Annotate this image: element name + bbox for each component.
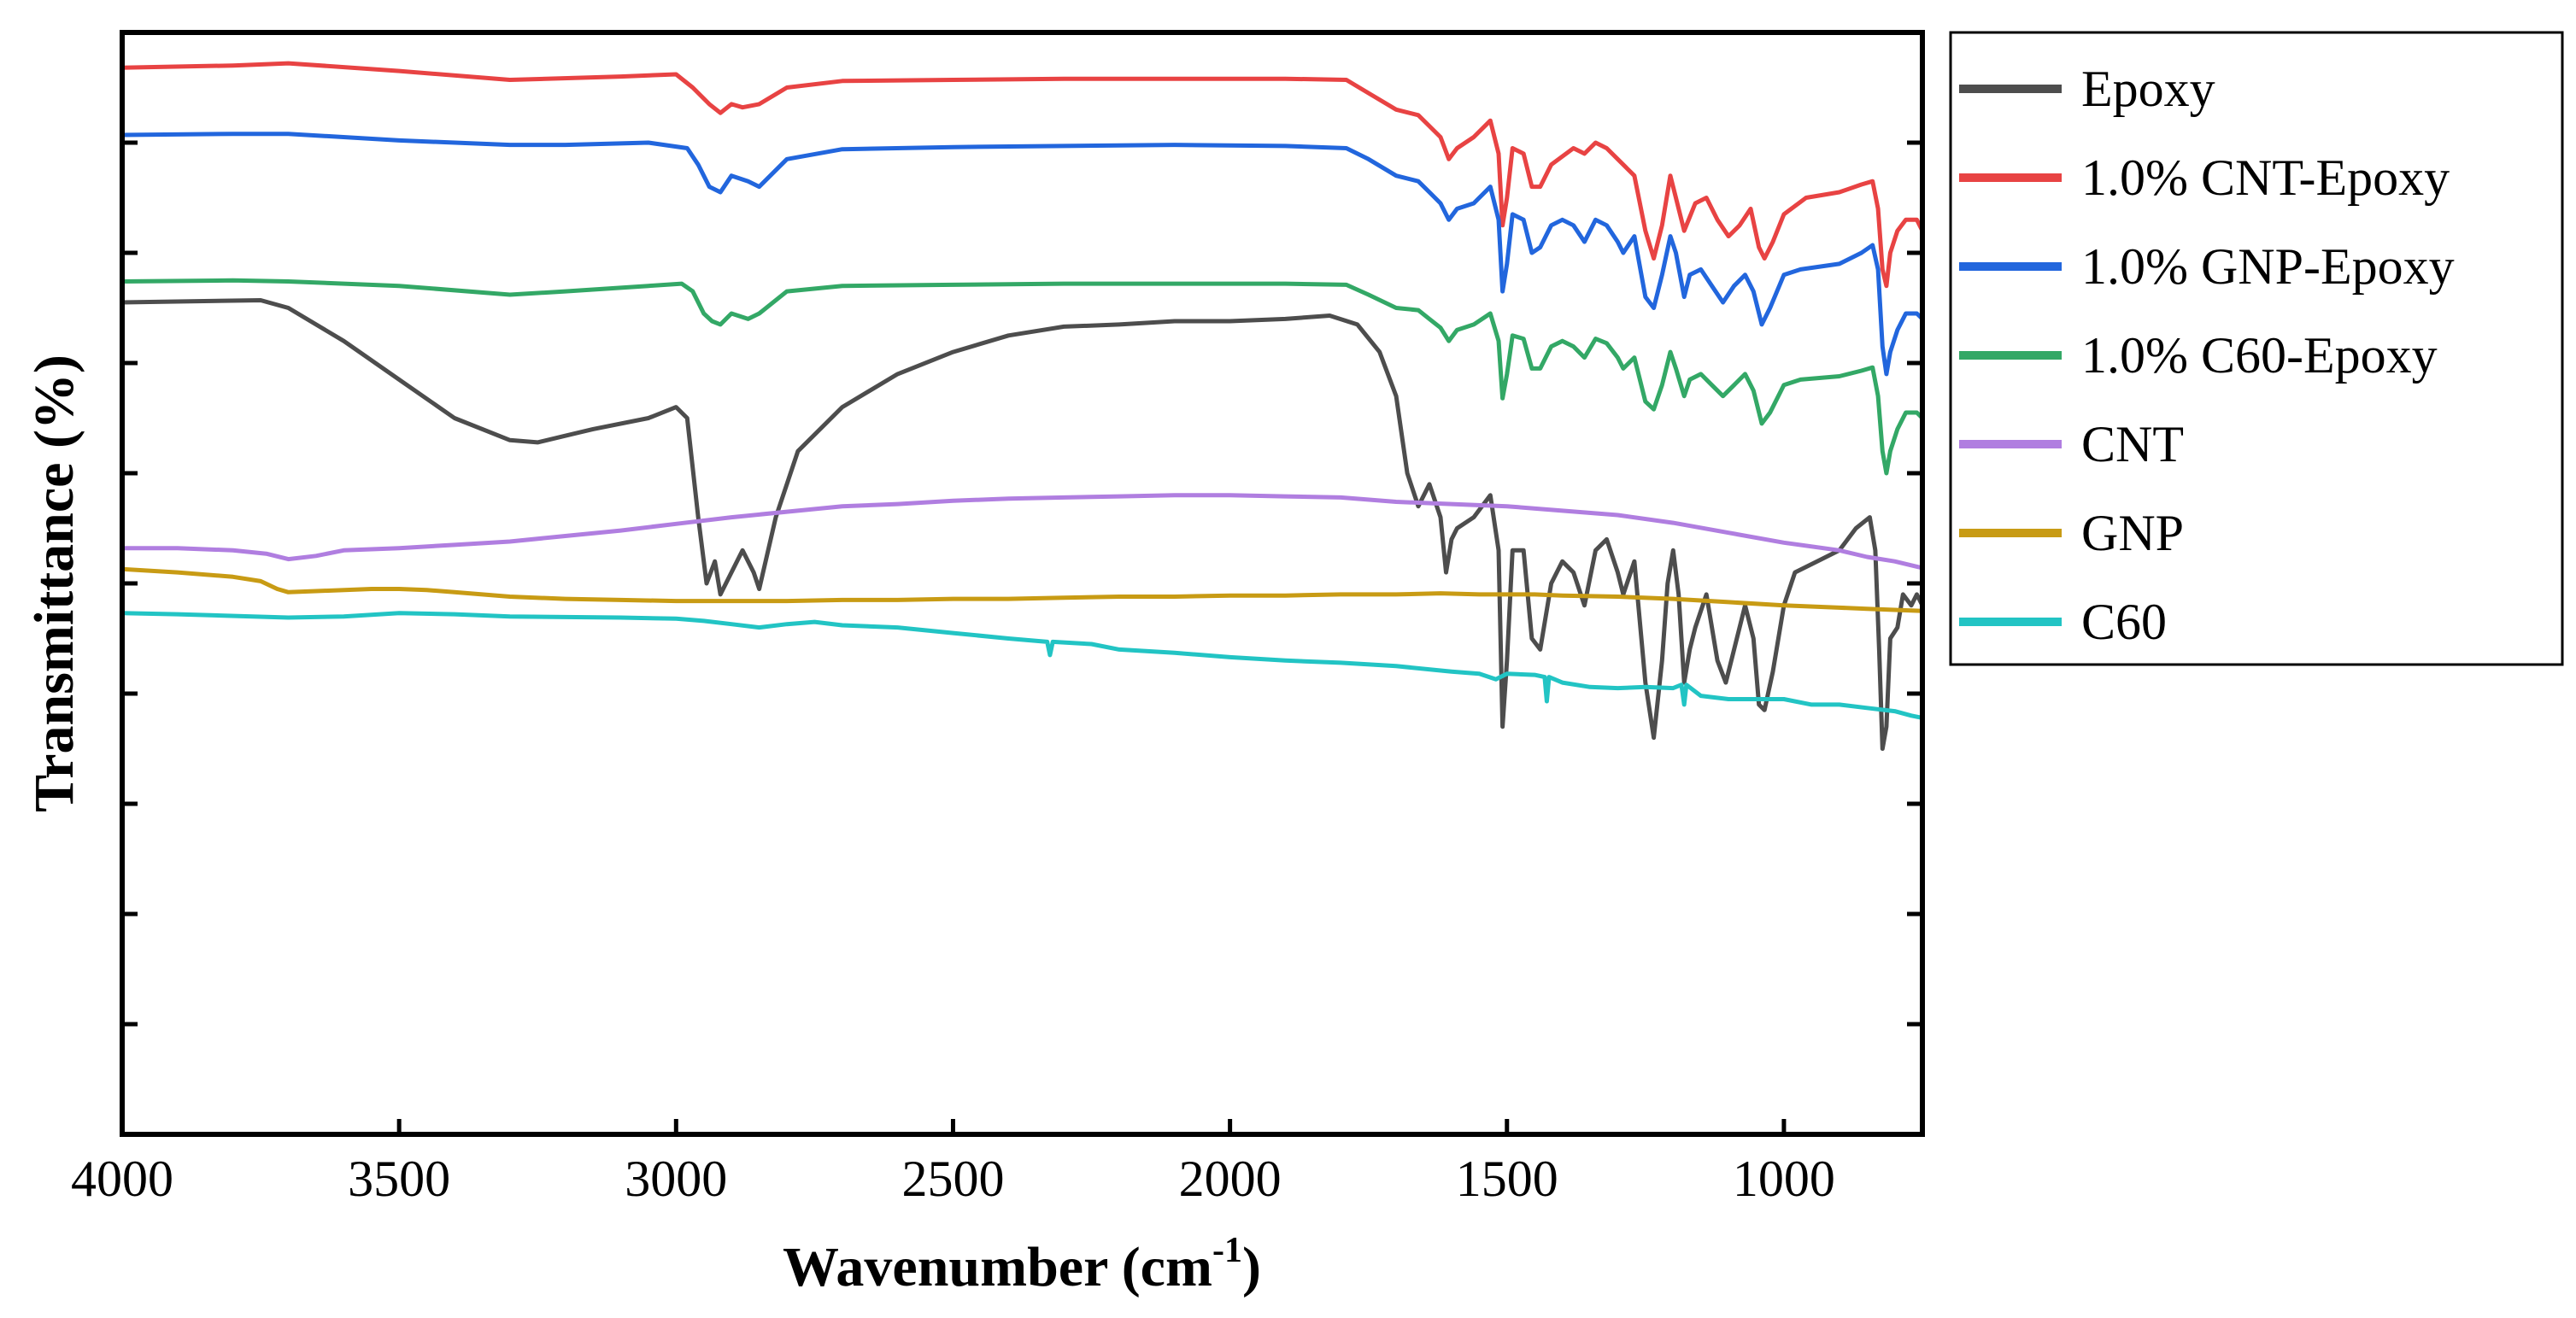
y-axis-title: Transmittance (%) <box>23 354 85 812</box>
x-tick-label-2500: 2500 <box>901 1151 1004 1207</box>
x-tick-label-4000: 4000 <box>71 1151 173 1207</box>
series-line-1-0-c60-epoxy <box>120 278 1925 476</box>
legend-box <box>1949 31 2564 666</box>
x-axis-title-superscript: -1 <box>1212 1231 1242 1270</box>
series-line-cnt <box>120 493 1925 571</box>
series-line-1-0-gnp-epoxy <box>120 132 1925 377</box>
legend: Epoxy 1.0% CNT-Epoxy 1.0% GNP-Epoxy 1.0% C6… <box>1949 31 2564 666</box>
axis-layer: 4000 3500 3000 2500 2000 1500 1000 <box>71 30 1922 1207</box>
x-axis-title-main: Wavenumber (cm <box>783 1236 1212 1298</box>
series-line-epoxy <box>120 298 1925 751</box>
series-line-gnp <box>120 566 1925 613</box>
plot-frame <box>120 30 1925 1137</box>
series-line-1-0-cnt-epoxy <box>120 61 1925 289</box>
x-axis-title-close: ) <box>1242 1236 1261 1298</box>
series-layer <box>120 61 1925 751</box>
x-tick-label-3000: 3000 <box>625 1151 727 1207</box>
x-tick-label-2000: 2000 <box>1179 1151 1282 1207</box>
legend-label-c60: C60 <box>2081 594 2167 650</box>
legend-label-epoxy: Epoxy <box>2081 61 2215 117</box>
legend-label-1-0-cnt-epoxy: 1.0% CNT-Epoxy <box>2081 149 2450 206</box>
legend-items: Epoxy 1.0% CNT-Epoxy 1.0% GNP-Epoxy 1.0% C6… <box>1959 61 2455 650</box>
x-axis-title: Wavenumber (cm-1) <box>783 1231 1261 1298</box>
legend-label-gnp: GNP <box>2081 505 2184 561</box>
legend-label-1-0-c60-epoxy: 1.0% C60-Epoxy <box>2081 327 2438 384</box>
legend-label-cnt: CNT <box>2081 416 2184 472</box>
legend-label-1-0-gnp-epoxy: 1.0% GNP-Epoxy <box>2081 238 2455 295</box>
x-tick-label-1000: 1000 <box>1733 1151 1835 1207</box>
x-tick-label-3500: 3500 <box>348 1151 450 1207</box>
series-line-c60 <box>120 611 1925 720</box>
x-tick-label-1500: 1500 <box>1456 1151 1558 1207</box>
